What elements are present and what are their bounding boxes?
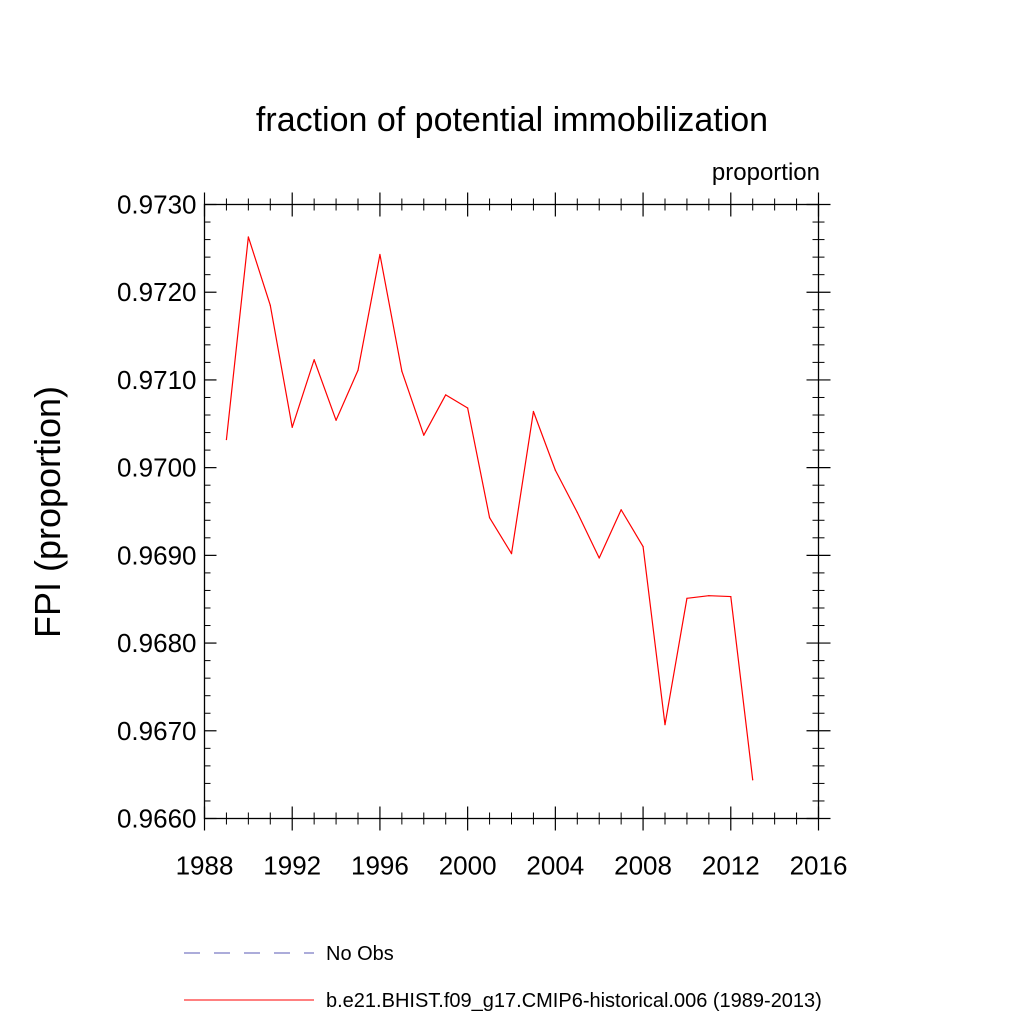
y-tick-label: 0.9670 bbox=[117, 716, 197, 746]
x-tick-label: 2016 bbox=[790, 851, 848, 881]
data-point bbox=[467, 407, 469, 409]
data-point bbox=[357, 369, 359, 371]
data-point bbox=[291, 426, 293, 428]
y-tick-label: 0.9730 bbox=[117, 190, 197, 220]
tick-labels: 1988 1992 1996 2000 2004 2008 2012 2016 0.9660 0.… bbox=[117, 190, 847, 881]
y-tick-label: 0.9720 bbox=[117, 277, 197, 307]
legend: No Obs b.e21.BHIST.f09_g17.CMIP6-historic… bbox=[184, 943, 822, 1012]
x-tick-label: 1996 bbox=[351, 851, 409, 881]
x-tick-label: 2000 bbox=[439, 851, 497, 881]
data-point bbox=[423, 434, 425, 436]
data-point bbox=[642, 545, 644, 548]
data-point bbox=[664, 724, 666, 726]
chart-title: fraction of potential immobilization bbox=[256, 101, 768, 139]
y-axis-label: FPI (proportion) bbox=[27, 386, 68, 638]
y-tick-label: 0.9660 bbox=[117, 804, 197, 834]
data-point bbox=[708, 595, 710, 597]
data-point bbox=[247, 236, 249, 238]
data-point bbox=[598, 557, 600, 559]
data-point bbox=[445, 394, 447, 396]
data-point bbox=[510, 553, 513, 555]
data-point bbox=[554, 469, 556, 471]
x-tick-label: 1992 bbox=[263, 851, 321, 881]
axis-ticks bbox=[203, 192, 831, 831]
series-layer bbox=[225, 236, 754, 781]
legend-label: No Obs bbox=[326, 943, 394, 965]
data-point bbox=[401, 370, 403, 372]
y-tick-label: 0.9700 bbox=[117, 453, 197, 483]
data-point bbox=[752, 779, 754, 781]
data-point bbox=[313, 359, 315, 361]
y-tick-label: 0.9680 bbox=[117, 628, 197, 658]
data-point bbox=[576, 511, 578, 513]
x-tick-label: 2012 bbox=[702, 851, 760, 881]
data-point bbox=[730, 595, 732, 598]
x-tick-label: 1988 bbox=[176, 851, 234, 881]
series-line bbox=[225, 236, 754, 780]
data-point bbox=[379, 253, 381, 256]
x-tick-label: 2008 bbox=[614, 851, 672, 881]
data-point bbox=[269, 304, 271, 306]
y-tick-label: 0.9690 bbox=[117, 540, 197, 570]
data-point bbox=[225, 438, 228, 441]
data-point bbox=[532, 410, 535, 413]
data-point bbox=[488, 517, 491, 519]
legend-label: b.e21.BHIST.f09_g17.CMIP6-historical.006… bbox=[326, 990, 822, 1012]
y-tick-label: 0.9710 bbox=[117, 365, 197, 395]
data-point bbox=[620, 509, 622, 511]
x-tick-label: 2004 bbox=[526, 851, 584, 881]
data-point bbox=[686, 597, 688, 599]
plot-frame bbox=[203, 203, 820, 820]
data-point bbox=[335, 419, 337, 421]
units-label: proportion bbox=[712, 159, 820, 186]
